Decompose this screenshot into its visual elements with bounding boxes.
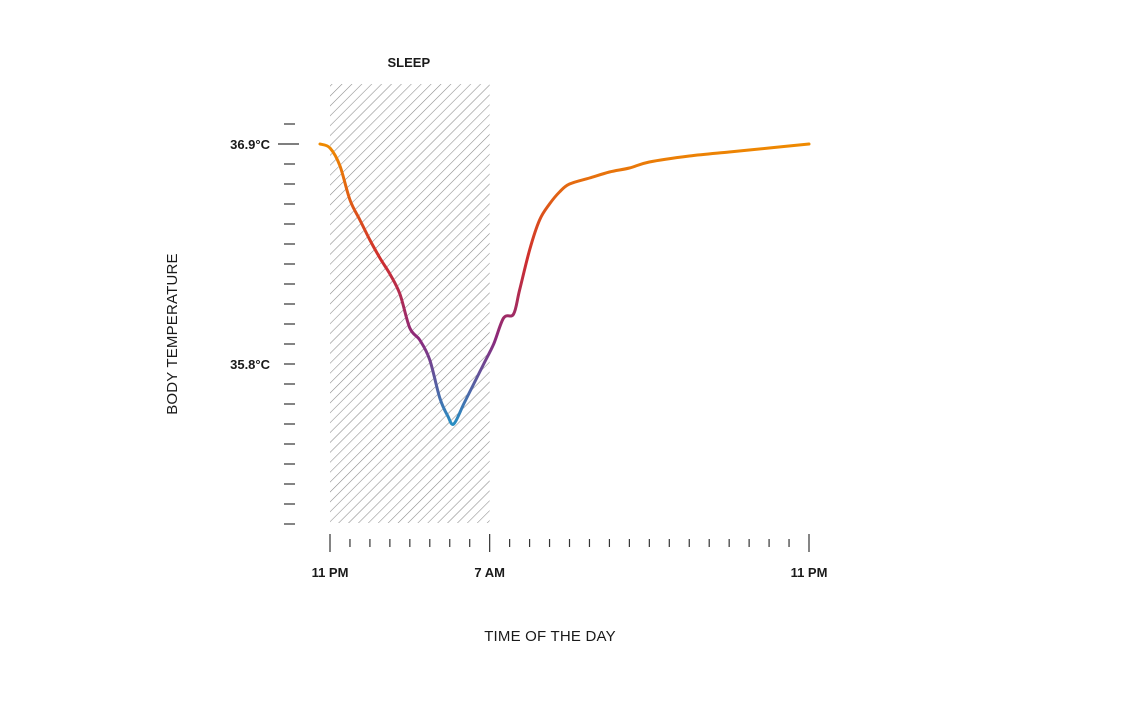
y-axis-ticks [278,123,299,525]
x-axis-ticks [329,534,810,552]
temperature-curve [318,142,811,426]
x-tick-label-11pm-end: 11 PM [791,565,828,580]
x-tick-label-7am: 7 AM [474,565,505,580]
sleep-band [330,84,490,523]
y-tick-label-36-9: 36.9°C [230,137,271,152]
y-axis-title: BODY TEMPERATURE [164,253,181,415]
y-tick-label-35-8: 35.8°C [230,357,271,372]
sleep-band-label: SLEEP [388,55,431,70]
x-tick-label-11pm-start: 11 PM [312,565,349,580]
x-axis-title: TIME OF THE DAY [484,628,616,645]
